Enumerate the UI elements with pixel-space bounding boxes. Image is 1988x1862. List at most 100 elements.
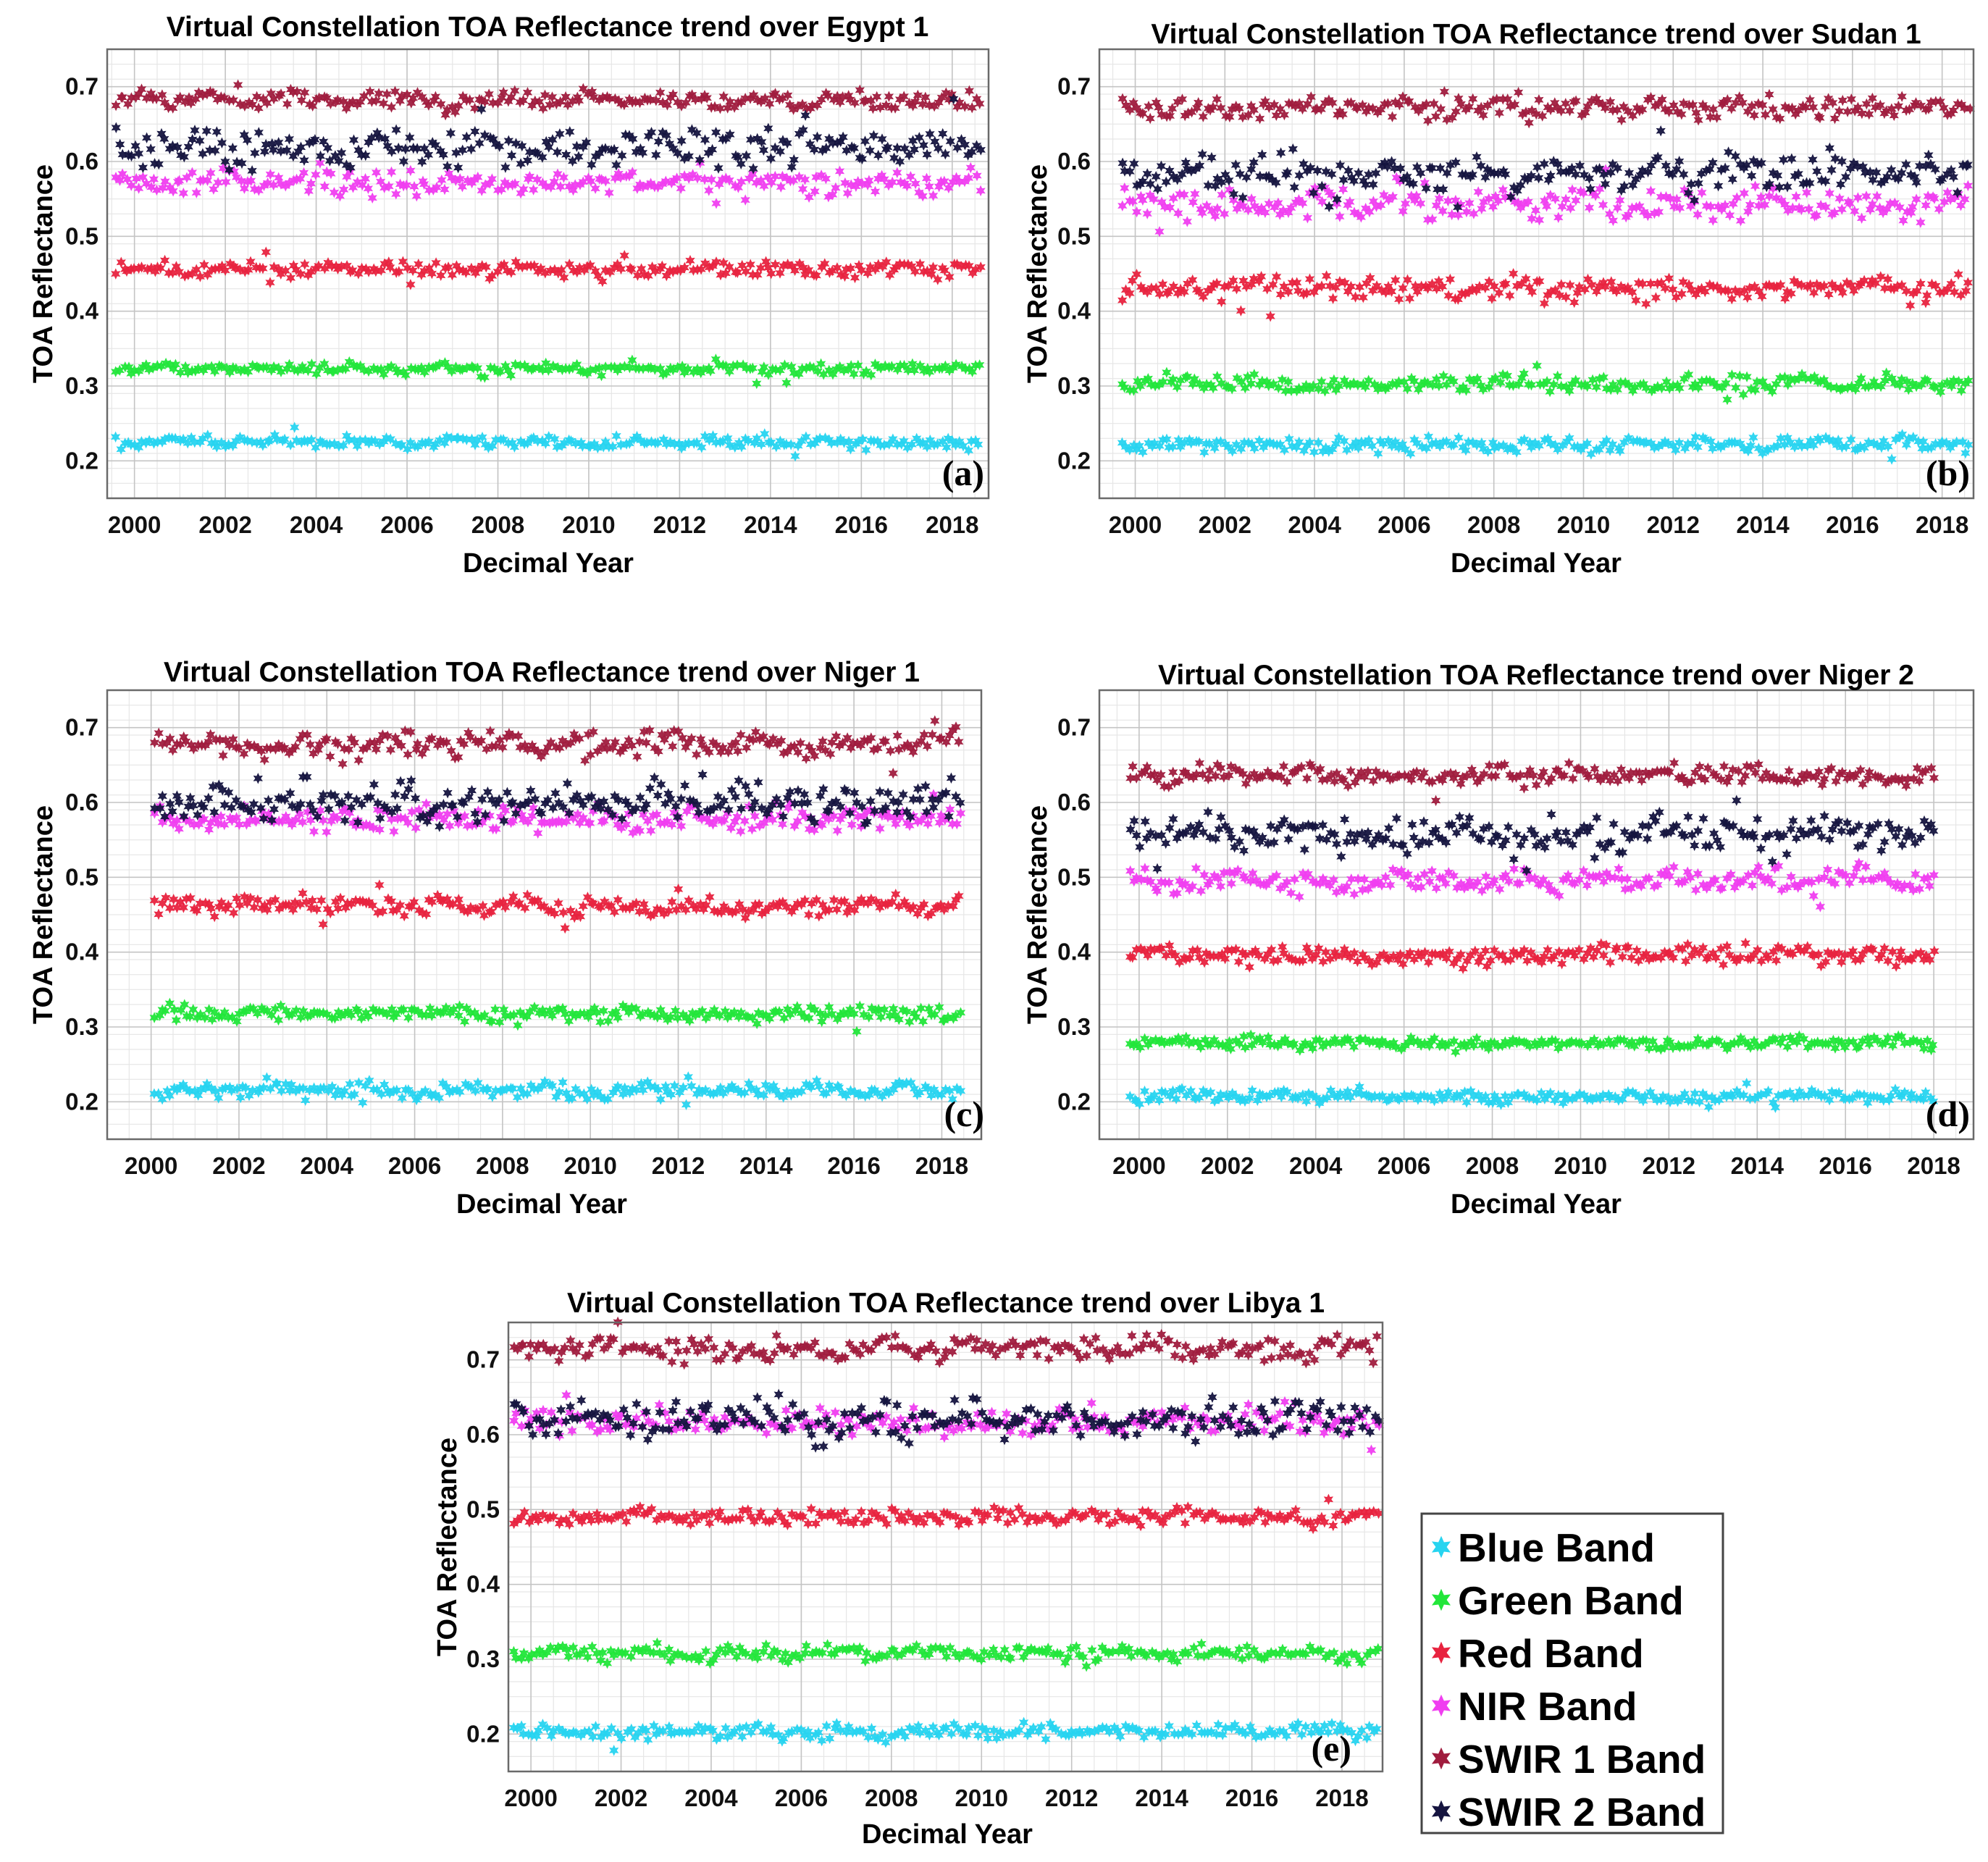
data-point xyxy=(1846,434,1856,445)
data-point xyxy=(850,272,860,284)
data-point xyxy=(443,160,453,172)
data-point xyxy=(261,246,271,258)
data-point xyxy=(687,89,697,101)
data-point xyxy=(540,437,551,450)
data-point xyxy=(295,141,306,153)
data-point xyxy=(1409,375,1419,387)
data-point xyxy=(532,174,542,185)
data-point xyxy=(111,99,121,112)
data-point xyxy=(1571,374,1581,386)
data-point xyxy=(889,152,899,164)
data-point xyxy=(928,190,939,201)
data-point xyxy=(311,368,322,380)
x-axis-label: Decimal Year xyxy=(463,548,634,579)
data-point xyxy=(457,180,468,193)
data-point xyxy=(296,94,307,106)
data-point xyxy=(1246,377,1256,390)
data-point xyxy=(506,267,516,278)
data-point xyxy=(195,135,205,147)
data-point xyxy=(687,169,698,180)
data-point xyxy=(685,254,695,267)
data-point xyxy=(1663,437,1674,450)
data-point xyxy=(385,433,395,445)
data-point xyxy=(1496,377,1506,388)
data-point xyxy=(461,131,471,143)
data-point xyxy=(237,157,247,169)
data-point xyxy=(938,127,948,140)
data-point xyxy=(909,143,920,156)
chart-sudan-1: 2000 2002 2004 2006 2008 2010 2012 2014 2016 2018… xyxy=(1023,19,1976,579)
data-point xyxy=(154,158,164,170)
data-point xyxy=(881,256,892,268)
data-point xyxy=(179,151,189,163)
data-point xyxy=(1154,440,1165,452)
data-point xyxy=(820,258,830,269)
x-tick-label: 2012 xyxy=(653,511,706,538)
data-point xyxy=(673,96,683,108)
data-point xyxy=(1767,385,1777,398)
data-point xyxy=(394,266,404,277)
data-point xyxy=(899,359,910,372)
x-tick-label: 2004 xyxy=(301,1152,354,1179)
data-point xyxy=(899,91,909,102)
data-point xyxy=(890,102,900,114)
data-point xyxy=(1461,385,1472,396)
data-point xyxy=(1313,437,1324,448)
x-tick-label: 2010 xyxy=(563,1152,616,1179)
data-point xyxy=(646,127,657,138)
data-point xyxy=(497,92,507,104)
data-point xyxy=(336,147,347,159)
data-point xyxy=(1227,383,1237,395)
data-point xyxy=(1216,377,1227,389)
chart-niger-2: 2000 2002 2004 2006 2008 2010 2012 2014 2016 2018… xyxy=(1023,660,1975,1220)
data-point xyxy=(700,134,710,146)
data-point xyxy=(684,150,694,162)
data-point xyxy=(274,137,284,148)
data-point xyxy=(1534,440,1544,452)
data-point xyxy=(251,91,262,103)
data-point xyxy=(918,437,928,448)
data-point xyxy=(219,92,230,104)
data-point xyxy=(440,437,450,449)
data-point xyxy=(319,180,330,193)
data-point xyxy=(821,142,831,154)
y-tick-label: 0.3 xyxy=(1057,372,1091,399)
plot-area: 2000 2002 2004 2006 2008 2010 2012 2014 2016 2018… xyxy=(1057,48,1976,538)
data-point xyxy=(1339,435,1349,447)
data-point xyxy=(679,261,689,274)
y-tick-label: 0.6 xyxy=(1057,148,1091,175)
data-point xyxy=(465,94,475,106)
data-point xyxy=(419,178,429,190)
data-point xyxy=(886,361,897,372)
data-point xyxy=(1215,436,1226,448)
data-point xyxy=(453,100,464,112)
data-point xyxy=(1819,374,1829,386)
data-point xyxy=(295,268,306,280)
data-point xyxy=(815,358,826,370)
data-point xyxy=(683,363,693,375)
data-point xyxy=(1582,437,1593,449)
data-point xyxy=(265,169,275,180)
data-point xyxy=(363,183,374,195)
data-point xyxy=(711,256,721,268)
data-point xyxy=(540,89,550,101)
data-point xyxy=(692,172,702,184)
series-swir2 xyxy=(111,93,986,177)
data-point xyxy=(1236,376,1246,388)
data-point xyxy=(718,257,729,269)
data-point xyxy=(866,369,876,381)
data-point xyxy=(1412,437,1422,449)
data-point xyxy=(111,122,121,134)
data-point xyxy=(611,159,621,171)
data-point xyxy=(704,185,714,196)
data-point xyxy=(1231,439,1241,450)
data-point xyxy=(224,164,235,176)
data-point xyxy=(913,89,923,101)
data-point xyxy=(391,124,401,135)
data-point xyxy=(168,102,178,114)
chart-egypt-1: 2000 2002 2004 2006 2008 2010 2012 2014 2016 2018… xyxy=(28,12,990,579)
y-tick-label: 0.6 xyxy=(65,148,98,175)
data-point xyxy=(941,441,952,453)
data-point xyxy=(1397,438,1408,450)
data-point xyxy=(971,93,982,105)
